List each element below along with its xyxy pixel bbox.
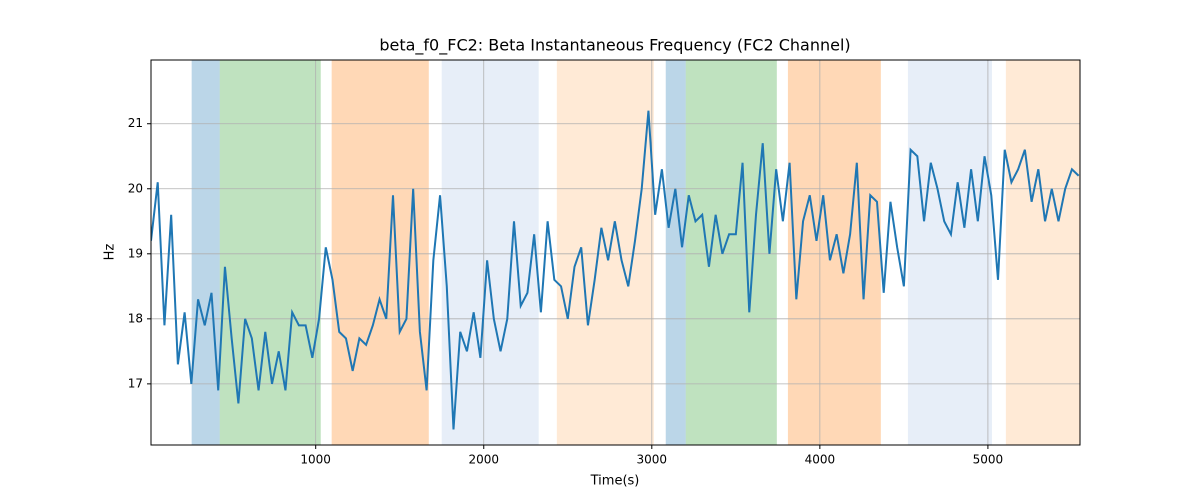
shaded-span xyxy=(441,60,539,445)
y-tick-label: 18 xyxy=(128,311,143,325)
x-tick-label: 2000 xyxy=(468,453,499,467)
line-series xyxy=(151,110,1080,430)
shaded-span xyxy=(191,60,220,445)
shaded-span xyxy=(331,60,429,445)
x-axis-label: Time(s) xyxy=(590,474,640,489)
shaded-span xyxy=(685,60,777,445)
x-tick-label: 4000 xyxy=(805,453,836,467)
shaded-span xyxy=(787,60,881,445)
x-tick-label: 1000 xyxy=(300,453,331,467)
y-tick-label: 20 xyxy=(128,181,143,195)
x-tick-label: 3000 xyxy=(637,453,668,467)
shaded-span xyxy=(665,60,686,445)
y-tick-label: 21 xyxy=(128,116,143,130)
shaded-span xyxy=(1005,60,1080,445)
y-tick-label: 17 xyxy=(128,376,143,390)
y-tick-label: 19 xyxy=(128,246,143,260)
shaded-span xyxy=(907,60,992,445)
y-axis-label: Hz xyxy=(103,244,118,261)
plot-frame xyxy=(150,59,1081,446)
x-tick-label: 5000 xyxy=(973,453,1004,467)
chart-title: beta_f0_FC2: Beta Instantaneous Frequenc… xyxy=(379,36,850,56)
shaded-span xyxy=(556,60,654,445)
shaded-span xyxy=(219,60,321,445)
